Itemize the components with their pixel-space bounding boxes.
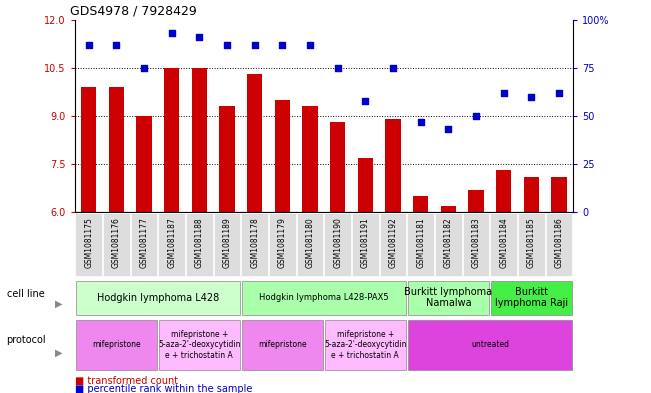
Text: GSM1081181: GSM1081181 [416, 217, 425, 268]
Point [554, 90, 564, 96]
Text: GSM1081183: GSM1081183 [471, 217, 480, 268]
Text: GSM1081179: GSM1081179 [278, 217, 287, 268]
Text: protocol: protocol [7, 334, 46, 345]
FancyBboxPatch shape [159, 320, 240, 370]
FancyBboxPatch shape [324, 213, 351, 276]
Point [194, 34, 204, 40]
FancyBboxPatch shape [408, 281, 489, 315]
FancyBboxPatch shape [269, 213, 296, 276]
FancyBboxPatch shape [76, 213, 102, 276]
Bar [275, 100, 290, 212]
Text: GSM1081185: GSM1081185 [527, 217, 536, 268]
Point [415, 119, 426, 125]
Point [388, 64, 398, 71]
Text: mifepristone: mifepristone [92, 340, 141, 349]
FancyBboxPatch shape [435, 213, 462, 276]
Text: ■ transformed count: ■ transformed count [75, 376, 178, 386]
FancyBboxPatch shape [491, 281, 572, 315]
Point [83, 42, 94, 48]
Bar [330, 122, 345, 212]
Text: Hodgkin lymphoma L428-PAX5: Hodgkin lymphoma L428-PAX5 [259, 293, 389, 302]
Bar [109, 87, 124, 212]
Bar [441, 206, 456, 212]
FancyBboxPatch shape [463, 213, 490, 276]
Point [222, 42, 232, 48]
FancyBboxPatch shape [380, 213, 406, 276]
Text: GSM1081180: GSM1081180 [305, 217, 314, 268]
Text: mifepristone +
5-aza-2'-deoxycytidin
e + trichostatin A: mifepristone + 5-aza-2'-deoxycytidin e +… [158, 330, 241, 360]
Text: GSM1081190: GSM1081190 [333, 217, 342, 268]
Text: untreated: untreated [471, 340, 509, 349]
Text: GSM1081178: GSM1081178 [250, 217, 259, 268]
Bar [219, 106, 234, 212]
Text: GSM1081176: GSM1081176 [112, 217, 121, 268]
Bar [137, 116, 152, 212]
Text: GSM1081191: GSM1081191 [361, 217, 370, 268]
FancyBboxPatch shape [408, 320, 572, 370]
Text: GSM1081177: GSM1081177 [139, 217, 148, 268]
Text: ▶: ▶ [55, 298, 63, 308]
FancyBboxPatch shape [352, 213, 379, 276]
FancyBboxPatch shape [214, 213, 240, 276]
Bar [358, 158, 373, 212]
FancyBboxPatch shape [490, 213, 517, 276]
FancyBboxPatch shape [242, 213, 268, 276]
Point [139, 64, 149, 71]
Bar [469, 190, 484, 212]
Bar [496, 171, 511, 212]
Bar [164, 68, 179, 212]
Bar [247, 74, 262, 212]
FancyBboxPatch shape [158, 213, 185, 276]
Text: Burkitt lymphoma
Namalwa: Burkitt lymphoma Namalwa [404, 287, 492, 309]
Text: GSM1081186: GSM1081186 [555, 217, 564, 268]
Text: GSM1081188: GSM1081188 [195, 217, 204, 268]
FancyBboxPatch shape [518, 213, 545, 276]
Point [167, 30, 177, 36]
Point [443, 126, 454, 132]
Text: Hodgkin lymphoma L428: Hodgkin lymphoma L428 [97, 293, 219, 303]
Bar [413, 196, 428, 212]
Text: GSM1081175: GSM1081175 [84, 217, 93, 268]
Text: Burkitt
lymphoma Raji: Burkitt lymphoma Raji [495, 287, 568, 309]
Text: mifepristone +
5-aza-2'-deoxycytidin
e + trichostatin A: mifepristone + 5-aza-2'-deoxycytidin e +… [324, 330, 407, 360]
Point [111, 42, 122, 48]
Text: cell line: cell line [7, 289, 44, 299]
Bar [192, 68, 207, 212]
FancyBboxPatch shape [103, 213, 130, 276]
Point [249, 42, 260, 48]
Bar [524, 177, 539, 212]
Text: GSM1081187: GSM1081187 [167, 217, 176, 268]
Point [333, 64, 343, 71]
Text: GSM1081182: GSM1081182 [444, 217, 453, 268]
Point [360, 97, 370, 104]
Point [526, 94, 536, 100]
Text: ■ percentile rank within the sample: ■ percentile rank within the sample [75, 384, 252, 393]
Text: GSM1081189: GSM1081189 [223, 217, 232, 268]
FancyBboxPatch shape [297, 213, 324, 276]
FancyBboxPatch shape [186, 213, 213, 276]
FancyBboxPatch shape [242, 320, 323, 370]
Bar [81, 87, 96, 212]
FancyBboxPatch shape [131, 213, 158, 276]
Point [277, 42, 288, 48]
FancyBboxPatch shape [76, 320, 157, 370]
Text: mifepristone: mifepristone [258, 340, 307, 349]
FancyBboxPatch shape [242, 281, 406, 315]
Point [499, 90, 509, 96]
FancyBboxPatch shape [546, 213, 572, 276]
FancyBboxPatch shape [325, 320, 406, 370]
Point [305, 42, 315, 48]
Bar [385, 119, 400, 212]
Text: GSM1081184: GSM1081184 [499, 217, 508, 268]
Bar [303, 106, 318, 212]
FancyBboxPatch shape [408, 213, 434, 276]
Point [471, 113, 481, 119]
Text: ▶: ▶ [55, 348, 63, 358]
Bar [551, 177, 566, 212]
Text: GSM1081192: GSM1081192 [389, 217, 398, 268]
Text: GDS4978 / 7928429: GDS4978 / 7928429 [70, 4, 197, 17]
FancyBboxPatch shape [76, 281, 240, 315]
